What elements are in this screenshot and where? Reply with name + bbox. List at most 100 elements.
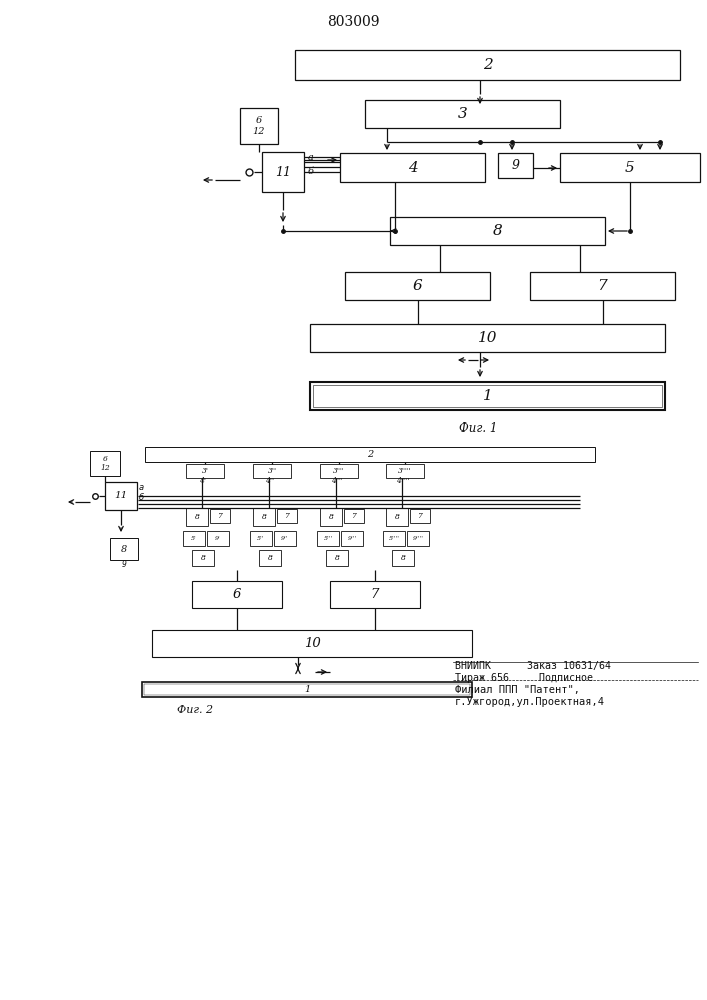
Text: 9: 9 bbox=[511, 159, 520, 172]
Bar bbox=[410, 509, 430, 523]
Text: Фиг. 1: Фиг. 1 bbox=[459, 422, 497, 434]
Text: 11: 11 bbox=[115, 491, 128, 500]
Text: 6
12: 6 12 bbox=[100, 455, 110, 472]
Bar bbox=[392, 550, 414, 566]
Bar bbox=[192, 581, 282, 608]
Bar bbox=[313, 385, 662, 407]
Bar bbox=[240, 108, 278, 144]
Bar bbox=[320, 508, 342, 526]
Text: 9': 9' bbox=[215, 536, 221, 541]
Text: 3: 3 bbox=[457, 107, 467, 121]
Bar bbox=[110, 538, 138, 560]
Text: 4'''': 4'''' bbox=[397, 477, 409, 485]
Text: 4: 4 bbox=[408, 160, 417, 174]
Bar bbox=[498, 153, 533, 178]
Bar bbox=[344, 509, 364, 523]
Bar bbox=[152, 630, 472, 657]
Text: 10: 10 bbox=[303, 637, 320, 650]
Text: a: a bbox=[308, 153, 314, 162]
Text: 5'': 5'' bbox=[257, 536, 264, 541]
Text: 8: 8 bbox=[121, 544, 127, 554]
Bar bbox=[530, 272, 675, 300]
Text: 5'''': 5'''' bbox=[389, 536, 399, 541]
Bar bbox=[259, 550, 281, 566]
Bar bbox=[144, 684, 470, 695]
Text: 8: 8 bbox=[493, 224, 503, 238]
Text: 6: 6 bbox=[413, 279, 422, 293]
Bar bbox=[386, 464, 424, 478]
Text: 3'': 3'' bbox=[267, 467, 276, 475]
Bar bbox=[341, 531, 363, 546]
Text: Филиал ППП "Патент",: Филиал ППП "Патент", bbox=[455, 685, 580, 695]
Text: 2: 2 bbox=[367, 450, 373, 459]
Text: 9'''': 9'''' bbox=[412, 536, 423, 541]
Bar bbox=[186, 464, 224, 478]
Text: 11: 11 bbox=[275, 165, 291, 178]
Text: 9''': 9''' bbox=[347, 536, 356, 541]
Bar bbox=[192, 550, 214, 566]
Text: 7: 7 bbox=[418, 512, 423, 520]
Text: Фиг. 2: Фиг. 2 bbox=[177, 705, 213, 715]
Bar bbox=[210, 509, 230, 523]
Text: 2: 2 bbox=[483, 58, 492, 72]
Text: 5''': 5''' bbox=[323, 536, 332, 541]
Text: 4': 4' bbox=[199, 477, 206, 485]
Text: ВНИИПК      Заказ 10631/64: ВНИИПК Заказ 10631/64 bbox=[455, 661, 611, 671]
Text: 3': 3' bbox=[201, 467, 209, 475]
Bar bbox=[277, 509, 297, 523]
Bar bbox=[390, 217, 605, 245]
Bar bbox=[186, 508, 208, 526]
Bar bbox=[320, 464, 358, 478]
Bar bbox=[383, 531, 405, 546]
Text: 7: 7 bbox=[218, 512, 223, 520]
Text: 7: 7 bbox=[351, 512, 356, 520]
Text: 8: 8 bbox=[194, 513, 199, 521]
Text: 6
12: 6 12 bbox=[252, 116, 265, 136]
Bar bbox=[105, 482, 137, 510]
Text: a: a bbox=[139, 483, 144, 492]
Text: 8: 8 bbox=[401, 554, 405, 562]
Text: 9'': 9'' bbox=[281, 536, 288, 541]
Text: 8: 8 bbox=[267, 554, 272, 562]
Bar bbox=[407, 531, 429, 546]
Bar bbox=[326, 550, 348, 566]
Bar bbox=[330, 581, 420, 608]
Text: 1: 1 bbox=[304, 685, 310, 694]
Text: г.Ужгород,ул.Проектная,4: г.Ужгород,ул.Проектная,4 bbox=[455, 697, 605, 707]
Bar bbox=[386, 508, 408, 526]
Bar bbox=[365, 100, 560, 128]
Bar bbox=[142, 682, 472, 697]
Bar bbox=[262, 152, 304, 192]
Bar bbox=[183, 531, 205, 546]
Text: 8: 8 bbox=[334, 554, 339, 562]
Text: 8: 8 bbox=[262, 513, 267, 521]
Text: Тираж 656     Подписное: Тираж 656 Подписное bbox=[455, 673, 593, 683]
Text: 8: 8 bbox=[201, 554, 206, 562]
Bar bbox=[207, 531, 229, 546]
Bar bbox=[310, 324, 665, 352]
Text: б: б bbox=[139, 493, 144, 502]
Text: 4''': 4''' bbox=[332, 477, 343, 485]
Text: 7: 7 bbox=[284, 512, 289, 520]
Text: 803009: 803009 bbox=[327, 15, 379, 29]
Bar bbox=[560, 153, 700, 182]
Bar bbox=[317, 531, 339, 546]
Text: 1: 1 bbox=[483, 389, 492, 403]
Bar bbox=[90, 451, 120, 476]
Text: 7: 7 bbox=[370, 588, 379, 601]
Text: 8: 8 bbox=[395, 513, 399, 521]
Text: б: б bbox=[308, 167, 314, 176]
Bar bbox=[253, 508, 275, 526]
Bar bbox=[145, 447, 595, 462]
Text: 6: 6 bbox=[233, 588, 241, 601]
Text: 4'': 4'' bbox=[265, 477, 274, 485]
Bar bbox=[345, 272, 490, 300]
Bar bbox=[253, 464, 291, 478]
Bar bbox=[274, 531, 296, 546]
Text: 3'''': 3'''' bbox=[398, 467, 411, 475]
Text: 5: 5 bbox=[625, 160, 635, 174]
Text: 10: 10 bbox=[478, 331, 497, 345]
Bar bbox=[295, 50, 680, 80]
Bar bbox=[310, 382, 665, 410]
Text: 9: 9 bbox=[122, 560, 127, 569]
